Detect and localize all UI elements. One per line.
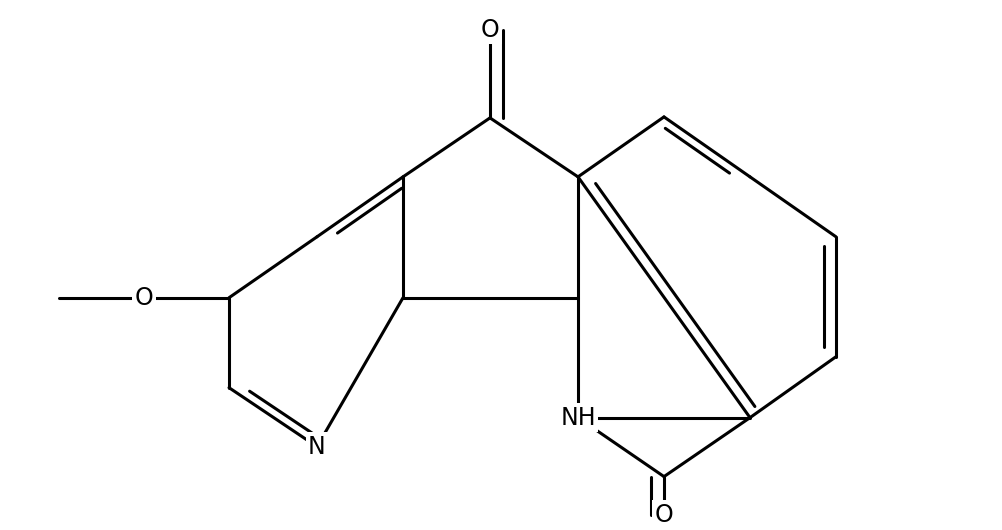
Text: O: O <box>481 18 499 42</box>
Text: O: O <box>654 502 673 527</box>
Text: NH: NH <box>560 405 596 430</box>
Text: N: N <box>309 435 326 458</box>
Text: O: O <box>134 286 153 310</box>
